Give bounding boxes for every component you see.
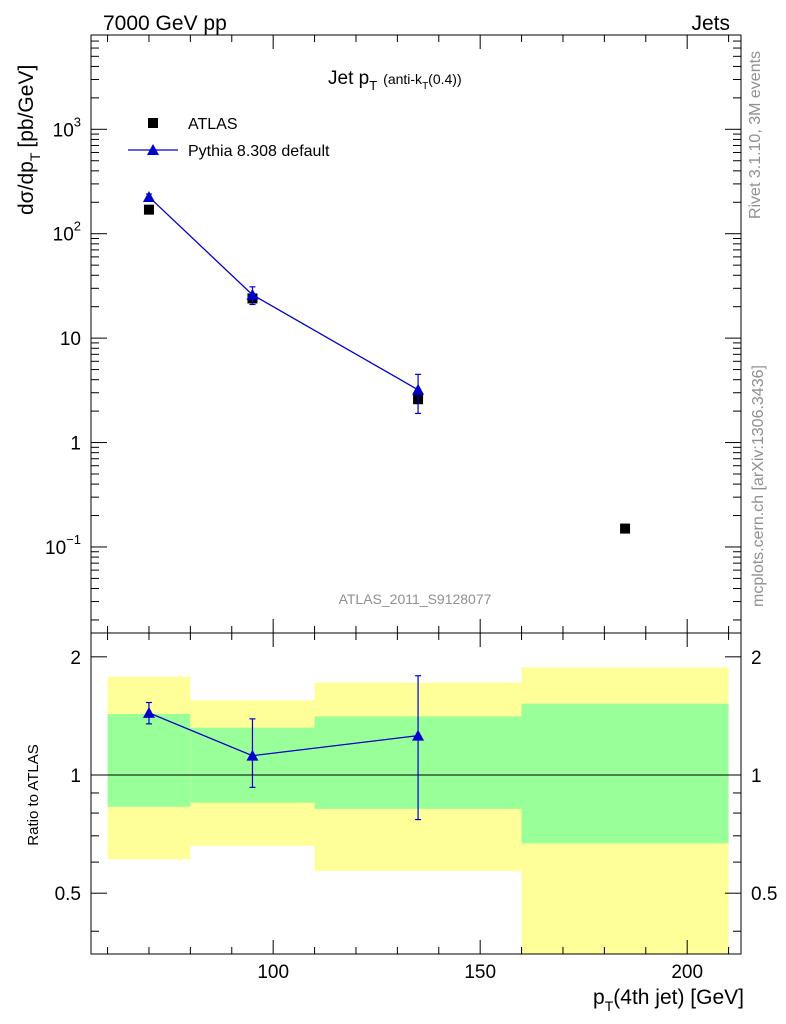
ratio-frame — [90, 632, 742, 955]
xlabel: pT(4th jet) [GeV] — [593, 986, 744, 1014]
atlas-point-3 — [620, 523, 631, 534]
ratio-ytick-label-left: 0.5 — [55, 884, 81, 905]
main-ylabel: dσ/dpT[pb/GeV] — [15, 65, 43, 215]
main-ytick-label: 103 — [53, 114, 81, 141]
pythia-point-2 — [412, 383, 425, 395]
mcplots-label: mcplots.cern.ch [arXiv:1306.3436] — [750, 365, 767, 607]
legend-marker-atlas — [148, 118, 158, 128]
ratio-ytick-label-left: 1 — [70, 766, 81, 787]
rivet-label: Rivet 3.1.10, 3M events — [747, 51, 764, 219]
pythia-point-1 — [246, 288, 259, 300]
main-ytick-label: 1 — [70, 434, 81, 455]
xtick-label: 150 — [464, 962, 496, 983]
ratio-ytick-label-right: 2 — [751, 648, 762, 669]
xtick-label: 100 — [257, 962, 289, 983]
ratio-bands — [91, 667, 741, 954]
ratio-ytick-label-left: 2 — [70, 648, 81, 669]
ratio-pythia-point-0 — [142, 706, 155, 718]
main-ytick-label: 10 — [60, 329, 81, 350]
band-green-0 — [107, 714, 191, 807]
axis-ticks — [91, 34, 741, 954]
main-ytick-label: 102 — [53, 219, 81, 246]
legend-marker-pythia — [147, 144, 159, 155]
ratio-ytick-label-right: 1 — [751, 766, 762, 787]
data-marks — [142, 190, 631, 821]
main-ytick-label: 10−1 — [45, 532, 81, 559]
header-right: Jets — [691, 12, 730, 35]
main-ytick-labels: 10−1 1 10 102 103 — [45, 114, 81, 559]
band-green-3 — [521, 703, 729, 844]
ratio-ylabel: Ratio to ATLAS — [25, 744, 42, 845]
pythia-line — [148, 196, 419, 391]
analysis-label: ATLAS_2011_S9128077 — [339, 591, 492, 607]
header-left: 7000 GeV pp — [103, 12, 227, 35]
legend-label-pythia: Pythia 8.308 default — [188, 143, 330, 160]
ratio-ytick-labels: 0.5 0.5 1 1 2 2 — [55, 648, 778, 905]
legend-label-atlas: ATLAS — [188, 116, 238, 133]
legend: ATLAS Pythia 8.308 default — [128, 116, 330, 160]
xtick-label: 200 — [671, 962, 703, 983]
ratio-ytick-label-right: 0.5 — [751, 884, 777, 905]
xtick-labels: 100 150 200 — [257, 962, 703, 983]
ratio-pythia-point-2 — [412, 729, 425, 741]
pythia-point-0 — [142, 190, 155, 202]
ratio-pythia-point-1 — [246, 749, 259, 761]
main-title: Jet pT (anti-kT(0.4)) — [328, 68, 462, 93]
atlas-point-0 — [143, 204, 154, 215]
